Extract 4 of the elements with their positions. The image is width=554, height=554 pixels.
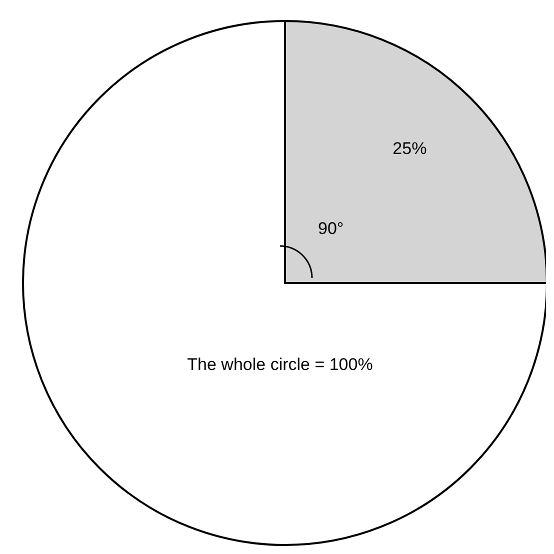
- data-label: 25%: [392, 138, 427, 158]
- text: The whole circle = 100%: [187, 355, 373, 374]
- text: 90°: [318, 219, 344, 238]
- pie-slice: [22, 20, 546, 546]
